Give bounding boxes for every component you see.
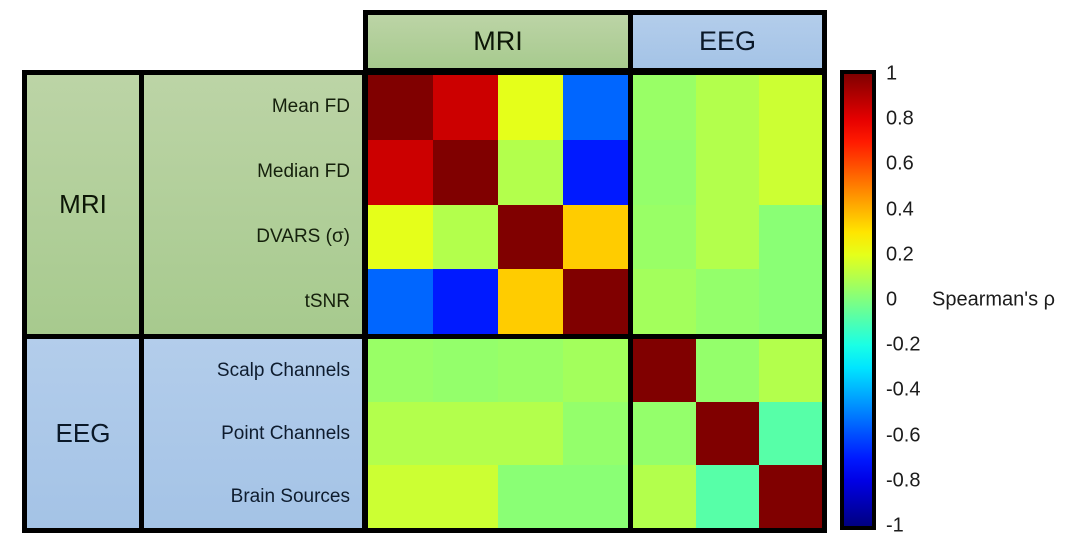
heatmap-cell bbox=[759, 465, 822, 528]
heatmap-cell bbox=[696, 139, 759, 205]
heatmap-cell bbox=[563, 339, 628, 402]
heatmap-cell bbox=[498, 339, 563, 402]
row-group-mri: MRI bbox=[27, 75, 139, 334]
row-label-median-fd: Median FD bbox=[257, 161, 350, 183]
row-label-table: MRI Mean FD Median FD DVARS (σ) tSNR EEG… bbox=[22, 70, 367, 533]
heatmap-cell bbox=[433, 269, 498, 334]
colorbar-tick: -0.8 bbox=[886, 469, 921, 492]
heatmap-cell bbox=[563, 402, 628, 465]
column-group-eeg: EEG bbox=[633, 15, 822, 68]
colorbar-label: Spearman's ρ bbox=[932, 288, 1056, 311]
colorbar-ticks: 1 0.8 0.6 0.4 0.2 0 -0.2 -0.4 -0.6 -0.8 -1 bbox=[886, 63, 956, 537]
colorbar-tick: -0.2 bbox=[886, 333, 921, 356]
heatmap-cell bbox=[633, 75, 696, 140]
heatmap-cell bbox=[633, 204, 696, 270]
colorbar-tick: -1 bbox=[886, 514, 904, 537]
heatmap-cell bbox=[759, 269, 822, 334]
heatmap-cell bbox=[696, 465, 759, 528]
heatmap-cell bbox=[759, 75, 822, 140]
colorbar-tick: 0.8 bbox=[886, 107, 914, 130]
heatmap-cell bbox=[498, 139, 563, 205]
heatmap-cell bbox=[368, 139, 433, 205]
row-label-dvars: DVARS (σ) bbox=[256, 225, 350, 247]
column-group-eeg-label: EEG bbox=[698, 26, 757, 56]
heatmap-block-eeg-eeg bbox=[633, 339, 822, 528]
row-group-eeg: EEG bbox=[27, 339, 139, 528]
heatmap-cell bbox=[759, 402, 822, 465]
heatmap-cell bbox=[759, 139, 822, 205]
row-group-mri-label: MRI bbox=[59, 189, 107, 219]
heatmap-cell bbox=[633, 269, 696, 334]
column-group-header: MRI EEG bbox=[363, 10, 827, 73]
heatmap-cell bbox=[498, 75, 563, 140]
heatmap-cell bbox=[368, 339, 433, 402]
heatmap-cell bbox=[563, 75, 628, 140]
colorbar-tick: 0.6 bbox=[886, 152, 914, 175]
heatmap-block-mri-mri bbox=[368, 75, 628, 334]
heatmap-cell bbox=[433, 465, 498, 528]
row-label-brain-sources: Brain Sources bbox=[230, 485, 350, 507]
eeg-row-labels: Scalp Channels Point Channels Brain Sour… bbox=[144, 339, 362, 528]
heatmap-cell bbox=[368, 269, 433, 334]
heatmap-cell bbox=[563, 204, 628, 270]
heatmap-cell bbox=[498, 204, 563, 270]
colorbar-tick: -0.4 bbox=[886, 378, 921, 401]
row-group-eeg-label: EEG bbox=[55, 418, 111, 448]
row-label-scalp-channels: Scalp Channels bbox=[216, 359, 350, 381]
mri-row-labels: Mean FD Median FD DVARS (σ) tSNR bbox=[144, 75, 362, 334]
row-label-tsnr: tSNR bbox=[304, 290, 350, 312]
colorbar-tick: 0 bbox=[886, 288, 898, 311]
heatmap-cell bbox=[696, 204, 759, 270]
heatmap-cell bbox=[368, 204, 433, 270]
row-label-point-channels: Point Channels bbox=[221, 422, 350, 444]
colorbar-tick: 0.2 bbox=[886, 243, 914, 266]
column-group-mri: MRI bbox=[368, 15, 628, 68]
heatmap-cell bbox=[368, 75, 433, 140]
heatmap-cell bbox=[563, 269, 628, 334]
heatmap-cell bbox=[498, 402, 563, 465]
heatmap-cell bbox=[433, 204, 498, 270]
heatmap-cell bbox=[368, 402, 433, 465]
heatmap-block-mri-eeg bbox=[633, 75, 822, 334]
heatmap-cell bbox=[563, 465, 628, 528]
heatmap-cell bbox=[433, 139, 498, 205]
heatmap-cell bbox=[633, 139, 696, 205]
colorbar-tick: 1 bbox=[886, 62, 898, 85]
heatmap bbox=[363, 70, 827, 533]
heatmap-cell bbox=[759, 204, 822, 270]
colorbar-tick: 0.4 bbox=[886, 198, 914, 221]
heatmap-cell bbox=[759, 339, 822, 402]
heatmap-cell bbox=[633, 402, 696, 465]
heatmap-cell bbox=[633, 339, 696, 402]
colorbar bbox=[840, 70, 876, 530]
heatmap-cell bbox=[696, 402, 759, 465]
heatmap-cell bbox=[498, 465, 563, 528]
heatmap-cell bbox=[498, 269, 563, 334]
heatmap-block-eeg-mri bbox=[368, 339, 628, 528]
heatmap-cell bbox=[433, 75, 498, 140]
column-group-mri-label: MRI bbox=[473, 26, 523, 56]
heatmap-cell bbox=[433, 402, 498, 465]
heatmap-cell bbox=[696, 75, 759, 140]
row-label-mean-fd: Mean FD bbox=[271, 96, 350, 118]
colorbar-tick: -0.6 bbox=[886, 424, 921, 447]
heatmap-cell bbox=[563, 139, 628, 205]
heatmap-cell bbox=[368, 465, 433, 528]
heatmap-cell bbox=[696, 269, 759, 334]
heatmap-cell bbox=[696, 339, 759, 402]
heatmap-cell bbox=[433, 339, 498, 402]
heatmap-cell bbox=[633, 465, 696, 528]
